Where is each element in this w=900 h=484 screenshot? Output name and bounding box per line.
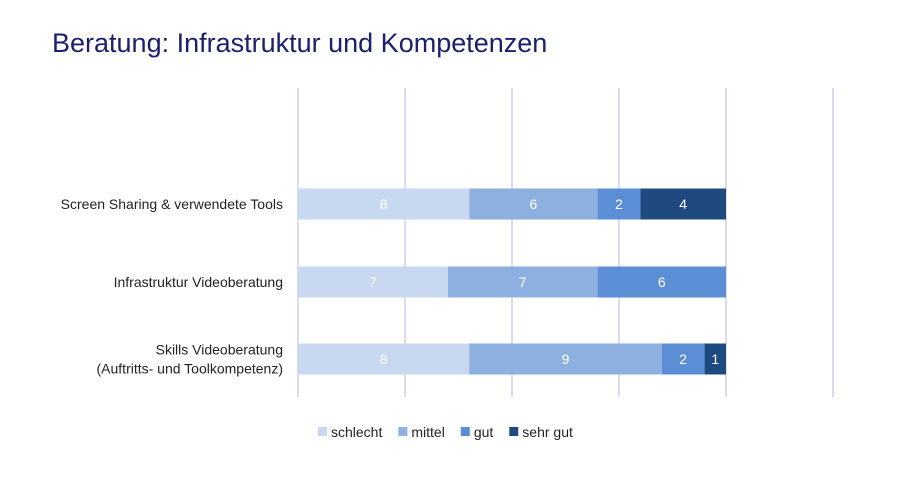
legend-swatch	[398, 427, 408, 436]
data-label: 2	[679, 351, 687, 367]
legend-label: sehr gut	[522, 424, 573, 440]
bar-segment	[661, 343, 705, 375]
data-label: 6	[530, 196, 538, 212]
data-label: 7	[519, 274, 527, 290]
bar-segment	[298, 266, 448, 298]
legend-label: schlecht	[331, 424, 382, 440]
bar-segment	[704, 343, 726, 375]
legend-swatch	[509, 427, 519, 436]
bar-segment	[640, 188, 726, 220]
bar-segment	[298, 188, 470, 220]
data-label: 8	[380, 351, 388, 367]
legend-swatch	[318, 427, 327, 436]
category-label: Infrastruktur Videoberatung	[114, 274, 283, 290]
legend-label: gut	[474, 424, 494, 440]
data-label: 2	[615, 196, 623, 212]
data-label: 8	[380, 196, 388, 212]
category-label: Skills Videoberatung	[156, 342, 283, 358]
bar-segment	[298, 343, 470, 375]
bar-segment	[597, 188, 641, 220]
legend-swatch	[460, 427, 470, 436]
category-label: (Auftritts- und Toolkompetenz)	[97, 361, 284, 377]
data-label: 6	[658, 274, 666, 290]
chart-title: Beratung: Infrastruktur und Kompetenzen	[52, 28, 548, 58]
bar-segment	[597, 266, 726, 298]
data-label: 1	[711, 351, 719, 367]
legend-label: mittel	[411, 424, 444, 440]
category-label: Screen Sharing & verwendete Tools	[61, 196, 283, 212]
data-label: 9	[562, 351, 570, 367]
bar-segment	[469, 188, 598, 220]
data-label: 4	[679, 196, 687, 212]
bar-segment	[447, 266, 598, 298]
data-label: 7	[369, 274, 377, 290]
bar-segment	[469, 343, 662, 375]
